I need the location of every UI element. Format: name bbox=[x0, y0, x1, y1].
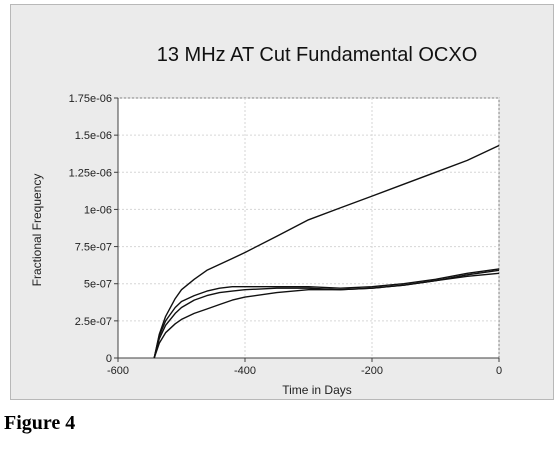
y-tick-label: 5e-07 bbox=[84, 279, 112, 291]
figure-caption: Figure 4 bbox=[4, 412, 76, 434]
y-tick-label: 1e-06 bbox=[84, 204, 112, 216]
x-tick-label: -600 bbox=[107, 365, 129, 377]
y-tick-label: 1.25e-06 bbox=[69, 167, 112, 179]
series-line-1 bbox=[153, 144, 500, 359]
plot-area bbox=[117, 97, 500, 359]
y-tick-label: 1.75e-06 bbox=[69, 93, 112, 105]
series-line-2 bbox=[153, 268, 500, 359]
y-tick-label: 2.5e-07 bbox=[75, 316, 112, 328]
series-line-4 bbox=[153, 269, 500, 359]
y-axis-title: Fractional Frequency bbox=[30, 174, 44, 287]
y-tick-label: 1.5e-06 bbox=[75, 130, 112, 142]
x-tick-label: -400 bbox=[234, 365, 256, 377]
x-tick-label: -200 bbox=[361, 365, 383, 377]
chart-frame: 13 MHz AT Cut Fundamental OCXO Time in D… bbox=[10, 4, 554, 400]
x-tick-label: 0 bbox=[496, 365, 502, 377]
chart-title: 13 MHz AT Cut Fundamental OCXO bbox=[157, 44, 478, 66]
y-tick-label: 7.5e-07 bbox=[75, 242, 112, 254]
y-tick-label: 0 bbox=[106, 353, 112, 365]
chart-svg: 13 MHz AT Cut Fundamental OCXO Time in D… bbox=[30, 44, 502, 397]
x-axis-title: Time in Days bbox=[282, 383, 352, 397]
